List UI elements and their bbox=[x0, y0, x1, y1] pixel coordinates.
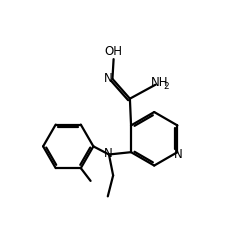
Text: OH: OH bbox=[104, 45, 122, 58]
Text: NH: NH bbox=[151, 76, 168, 89]
Text: N: N bbox=[104, 147, 113, 160]
Text: N: N bbox=[174, 147, 183, 161]
Text: 2: 2 bbox=[164, 82, 169, 91]
Text: N: N bbox=[104, 72, 113, 85]
